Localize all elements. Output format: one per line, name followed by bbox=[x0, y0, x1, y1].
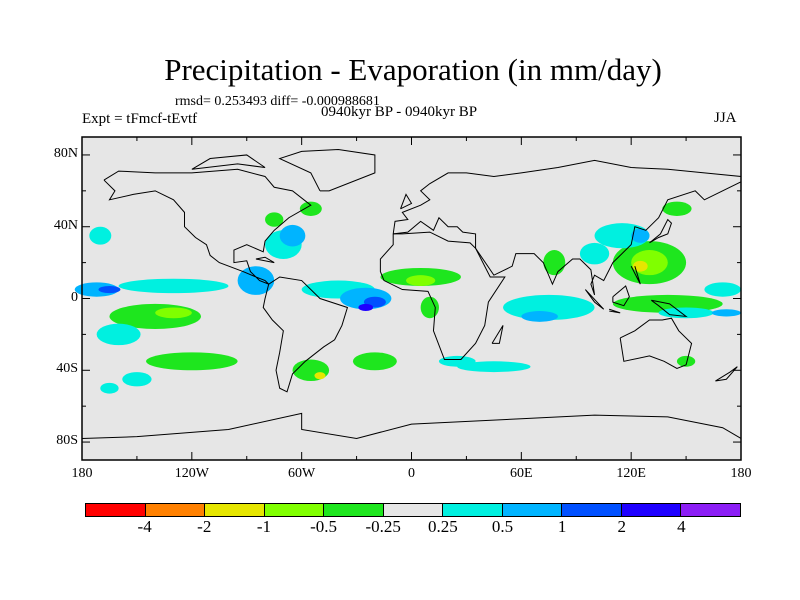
anomaly-contour bbox=[98, 285, 121, 294]
coastline bbox=[278, 149, 376, 192]
anomaly-contour bbox=[352, 352, 397, 371]
colorbar-swatch bbox=[681, 504, 741, 516]
coastline bbox=[491, 325, 504, 344]
coastline bbox=[630, 265, 641, 285]
anomaly-contour bbox=[711, 309, 741, 317]
coastline bbox=[255, 256, 275, 264]
lon-label: 120W bbox=[174, 466, 209, 481]
anomaly-contour bbox=[279, 224, 306, 247]
coastline bbox=[392, 159, 742, 296]
colorbar-swatch bbox=[621, 504, 682, 516]
anomaly-contour bbox=[543, 250, 566, 276]
colorbar-swatch bbox=[324, 504, 384, 516]
anomaly-contour bbox=[100, 382, 119, 394]
anomaly-contour bbox=[96, 323, 141, 346]
experiment-label: Expt = tFmcf-tEvtf bbox=[82, 111, 198, 127]
lon-label: 180 bbox=[71, 466, 93, 481]
colorbar-swatch bbox=[145, 504, 206, 516]
lon-label: 180 bbox=[730, 466, 752, 481]
anomaly-contour bbox=[631, 228, 650, 243]
coastline bbox=[379, 231, 506, 361]
lon-label: 0 bbox=[408, 466, 415, 481]
lat-label: 80N bbox=[53, 145, 78, 161]
colorbar-label: 0.25 bbox=[427, 517, 458, 536]
anomaly-contour bbox=[704, 282, 741, 297]
period-label: 0940kyr BP - 0940kyr BP bbox=[321, 104, 478, 120]
lat-label: 40N bbox=[53, 217, 78, 233]
colorbar-label: -2 bbox=[197, 517, 212, 536]
colorbar-swatch bbox=[502, 504, 563, 516]
colorbar-swatch bbox=[205, 504, 265, 516]
colorbar-label: -1 bbox=[256, 517, 271, 536]
anomaly-contour bbox=[594, 223, 650, 249]
plot-title: Precipitation - Evaporation (in mm/day) bbox=[164, 52, 662, 87]
lat-label: 40S bbox=[56, 361, 78, 377]
stats-text: rmsd= 0.253493 diff= -0.000988681 bbox=[175, 94, 380, 109]
coastline bbox=[262, 276, 349, 393]
anomaly-contour bbox=[457, 361, 531, 373]
anomaly-contour bbox=[299, 201, 322, 216]
coastline bbox=[715, 366, 738, 382]
coastline bbox=[651, 299, 688, 318]
anomaly-contour bbox=[406, 275, 436, 286]
coastline bbox=[584, 289, 605, 310]
anomaly-contour bbox=[420, 296, 439, 319]
coastline bbox=[612, 285, 630, 307]
coastline bbox=[609, 308, 621, 314]
anomaly-contour bbox=[579, 242, 610, 265]
colorbar-label: 2 bbox=[617, 517, 626, 536]
anomaly-contour bbox=[155, 307, 192, 319]
anomaly-contour bbox=[237, 266, 275, 295]
anomaly-contour bbox=[632, 260, 648, 272]
anomaly-contour bbox=[676, 355, 696, 367]
lon-label: 60E bbox=[510, 466, 533, 481]
coastline bbox=[103, 168, 312, 285]
anomaly-contour bbox=[662, 201, 692, 216]
anomaly-contour bbox=[122, 372, 152, 387]
lon-label: 120E bbox=[616, 466, 646, 481]
coastline bbox=[191, 154, 266, 170]
anomaly-contour bbox=[658, 307, 714, 319]
anomaly-contour bbox=[74, 282, 119, 297]
colorbar-swatch bbox=[383, 504, 444, 516]
lat-label: 0 bbox=[71, 289, 78, 305]
colorbar-swatch bbox=[443, 504, 503, 516]
anomaly-contour bbox=[89, 226, 112, 245]
anomaly-contour bbox=[521, 311, 558, 322]
coastline bbox=[81, 412, 742, 439]
anomaly-contour bbox=[265, 212, 284, 227]
colorbar-label: -0.5 bbox=[310, 517, 337, 536]
colorbar-swatch bbox=[562, 504, 622, 516]
colorbar-swatch bbox=[86, 504, 146, 516]
colorbar-label: 1 bbox=[557, 517, 567, 536]
coastline bbox=[649, 218, 673, 244]
anomaly-contour bbox=[314, 372, 326, 380]
colorbar-label: 0.5 bbox=[491, 517, 514, 536]
anomaly-contour bbox=[118, 278, 229, 294]
coastline bbox=[400, 193, 413, 210]
colorbar-label: -0.25 bbox=[365, 517, 401, 536]
colorbar-label: -4 bbox=[137, 517, 152, 536]
anomaly-contour bbox=[358, 303, 374, 312]
colorbar bbox=[85, 503, 741, 517]
colorbar-swatch bbox=[264, 504, 325, 516]
anomaly-contour bbox=[146, 352, 238, 371]
lat-label: 80S bbox=[56, 433, 78, 449]
colorbar-label: 4 bbox=[677, 517, 686, 536]
season-label: JJA bbox=[714, 110, 737, 126]
lon-label: 60W bbox=[288, 466, 316, 481]
coastline bbox=[619, 317, 693, 370]
